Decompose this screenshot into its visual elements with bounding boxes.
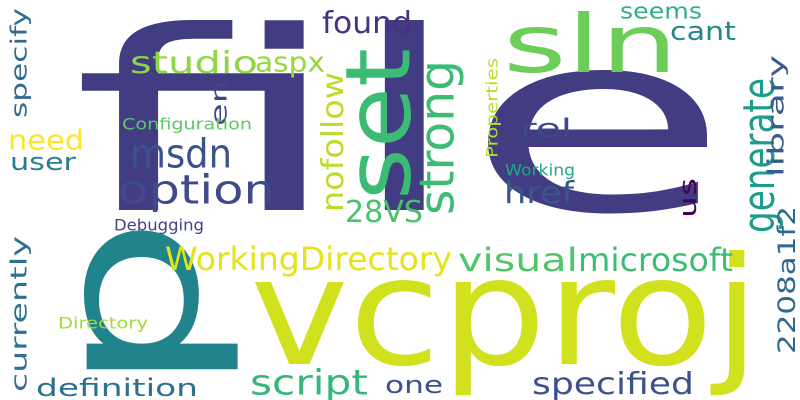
word-microsoft: microsoft [578, 241, 733, 279]
word-need: need [8, 123, 84, 157]
word-workingdirectory: WorkingDirectory [165, 240, 452, 278]
word-aspx: aspx [255, 45, 325, 79]
word-file: file [72, 0, 730, 270]
word-nofollow: nofollow [315, 72, 351, 212]
word-rel: rel [520, 112, 572, 144]
word-option: option [118, 166, 275, 214]
word-studio: studio [130, 45, 258, 81]
word-28vs: 28VS [345, 194, 423, 230]
word-debugging: Debugging [114, 215, 204, 235]
word-currently: currently [6, 236, 32, 392]
word-working: Working [505, 160, 575, 180]
word-script: script [250, 361, 368, 400]
word-href: href [504, 175, 574, 211]
word-found: found [322, 5, 412, 41]
word-vcproj: vcproj [250, 224, 760, 400]
word-specified: specified [532, 366, 694, 400]
word-library: library [763, 55, 789, 177]
word-visual: visual [458, 241, 578, 279]
word-sln: sln [503, 0, 678, 92]
word-user: user [10, 147, 76, 176]
word-properties: Properties [482, 58, 502, 159]
word-configuration: Configuration [122, 114, 252, 134]
word-specify: specify [6, 7, 32, 119]
word-one: one [385, 370, 443, 399]
word-msdn: msdn [130, 130, 232, 178]
word-strong: strong [408, 59, 465, 215]
word-seems: seems [620, 0, 702, 24]
word-2208a1f2: 2208a1f2 [772, 206, 800, 354]
word-directory: Directory [58, 313, 148, 333]
word-cant: cant [670, 15, 736, 47]
word-definition: definition [36, 373, 198, 400]
word-us: us [673, 178, 702, 218]
